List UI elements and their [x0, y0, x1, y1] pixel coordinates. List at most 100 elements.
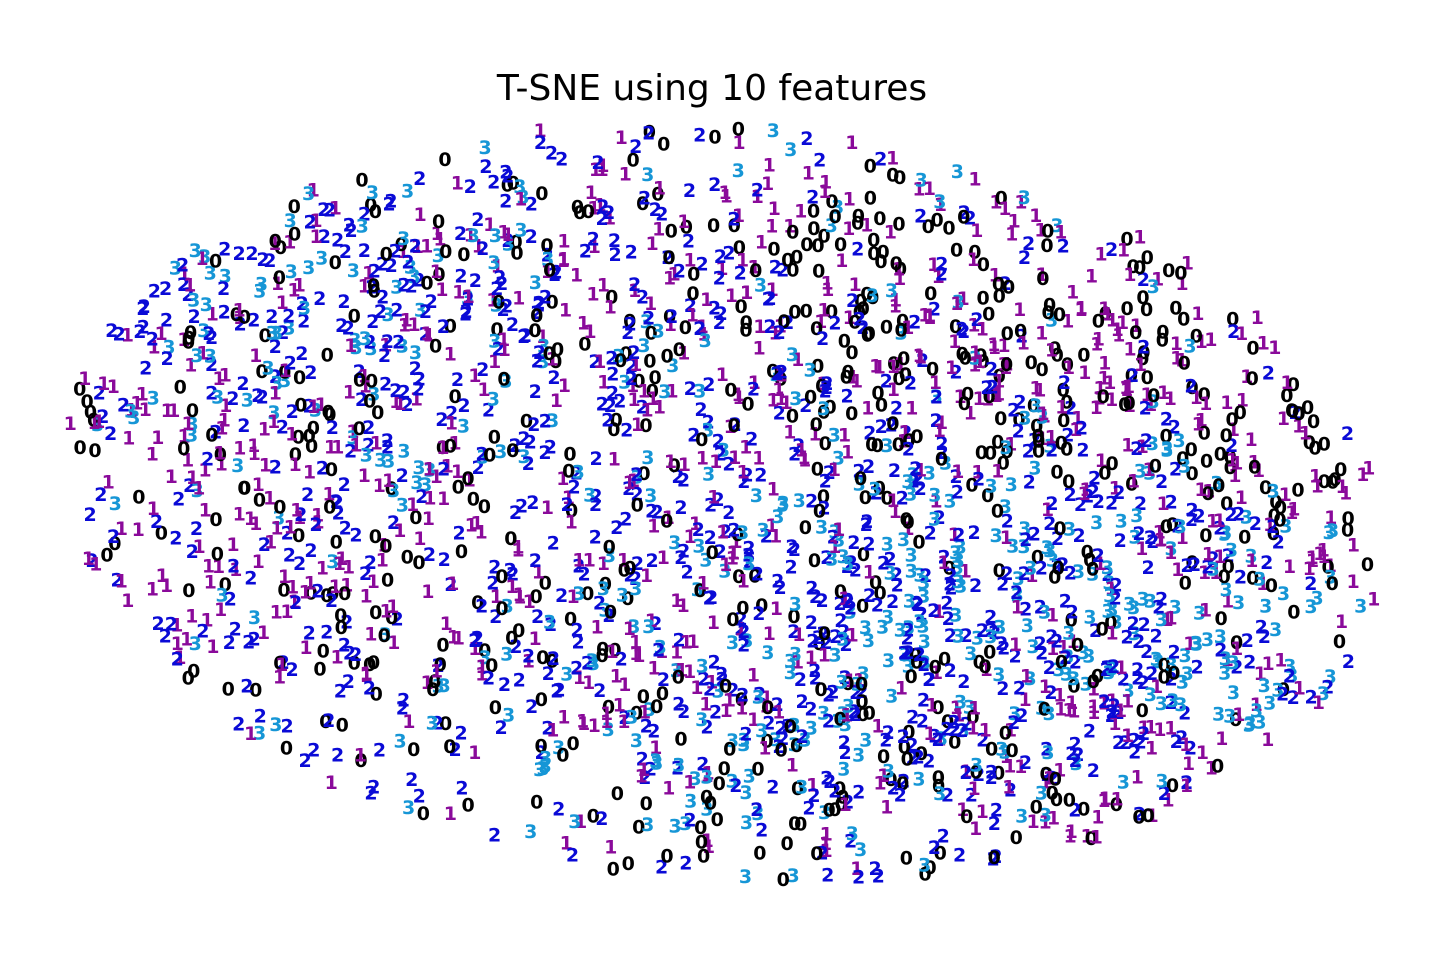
scatter-point-class-0: 0 [892, 368, 905, 390]
scatter-point-class-1: 1 [1257, 333, 1270, 355]
scatter-point-class-1: 1 [1367, 589, 1380, 611]
scatter-point-class-2: 2 [852, 782, 865, 804]
scatter-point-class-1: 1 [1190, 387, 1203, 409]
scatter-point-class-2: 2 [475, 595, 488, 617]
scatter-point-class-1: 1 [895, 678, 908, 700]
scatter-point-class-3: 3 [539, 747, 552, 769]
scatter-point-class-2: 2 [237, 415, 250, 437]
scatter-point-class-1: 1 [1192, 414, 1205, 436]
scatter-point-class-3: 3 [278, 370, 291, 392]
scatter-point-class-0: 0 [1065, 610, 1078, 632]
scatter-point-class-2: 2 [1007, 712, 1020, 734]
scatter-point-class-2: 2 [169, 528, 182, 550]
scatter-point-class-0: 0 [660, 846, 673, 868]
scatter-point-class-2: 2 [606, 382, 619, 404]
scatter-point-class-2: 2 [713, 312, 726, 334]
scatter-point-class-3: 3 [695, 709, 708, 731]
scatter-point-class-2: 2 [683, 180, 696, 202]
scatter-point-class-2: 2 [649, 613, 662, 635]
scatter-point-class-0: 0 [304, 582, 317, 604]
scatter-point-class-1: 1 [604, 296, 617, 318]
scatter-point-class-3: 3 [282, 318, 295, 340]
scatter-point-class-2: 2 [479, 156, 492, 178]
scatter-point-class-1: 1 [360, 665, 373, 687]
scatter-point-class-3: 3 [732, 160, 745, 182]
scatter-point-class-2: 2 [295, 343, 308, 365]
scatter-point-class-1: 1 [102, 472, 115, 494]
scatter-point-class-1: 1 [1097, 692, 1110, 714]
scatter-point-class-0: 0 [305, 436, 318, 458]
scatter-point-class-0: 0 [621, 588, 634, 610]
scatter-point-class-0: 0 [922, 216, 935, 238]
scatter-point-class-2: 2 [665, 306, 678, 328]
scatter-point-class-0: 0 [841, 361, 854, 383]
scatter-point-class-0: 0 [1174, 263, 1187, 285]
scatter-point-class-1: 1 [657, 547, 670, 569]
scatter-point-class-1: 1 [887, 379, 900, 401]
scatter-point-class-0: 0 [929, 657, 942, 679]
scatter-point-class-2: 2 [610, 517, 623, 539]
scatter-point-class-3: 3 [1174, 694, 1187, 716]
scatter-point-class-2: 2 [381, 430, 394, 452]
scatter-point-class-1: 1 [1054, 698, 1067, 720]
scatter-point-class-3: 3 [529, 272, 542, 294]
scatter-point-class-1: 1 [422, 508, 435, 530]
scatter-point-class-3: 3 [397, 441, 410, 463]
scatter-point-class-0: 0 [896, 310, 909, 332]
scatter-point-class-1: 1 [183, 274, 196, 296]
scatter-point-class-1: 1 [629, 632, 642, 654]
scatter-point-class-1: 1 [252, 474, 265, 496]
scatter-point-class-2: 2 [482, 667, 495, 689]
scatter-point-class-3: 3 [1253, 712, 1266, 734]
scatter-point-class-1: 1 [1110, 789, 1123, 811]
scatter-point-class-1: 1 [1157, 382, 1170, 404]
scatter-point-class-0: 0 [1055, 433, 1068, 455]
scatter-point-class-2: 2 [527, 414, 540, 436]
scatter-point-class-0: 0 [774, 739, 787, 761]
scatter-point-class-2: 2 [743, 551, 756, 573]
scatter-point-class-1: 1 [1101, 303, 1114, 325]
scatter-point-class-0: 0 [363, 391, 376, 413]
scatter-point-class-1: 1 [1346, 571, 1359, 593]
scatter-point-class-1: 1 [894, 354, 907, 376]
scatter-point-class-0: 0 [182, 580, 195, 602]
scatter-point-class-0: 0 [961, 384, 974, 406]
scatter-point-class-0: 0 [1198, 384, 1211, 406]
scatter-point-class-3: 3 [688, 768, 701, 790]
scatter-point-class-1: 1 [215, 418, 228, 440]
scatter-point-class-2: 2 [1140, 430, 1153, 452]
scatter-point-class-1: 1 [1303, 558, 1316, 580]
scatter-point-class-2: 2 [985, 620, 998, 642]
scatter-point-class-2: 2 [589, 448, 602, 470]
scatter-point-class-1: 1 [331, 436, 344, 458]
scatter-point-class-2: 2 [1023, 471, 1036, 493]
scatter-point-class-2: 2 [330, 491, 343, 513]
scatter-point-class-2: 2 [595, 208, 608, 230]
scatter-point-class-3: 3 [543, 611, 556, 633]
scatter-point-class-2: 2 [955, 319, 968, 341]
scatter-point-class-0: 0 [1333, 631, 1346, 653]
scatter-point-class-3: 3 [1026, 636, 1039, 658]
scatter-point-class-3: 3 [836, 703, 849, 725]
scatter-point-class-2: 2 [828, 312, 841, 334]
scatter-point-class-3: 3 [1181, 663, 1194, 685]
scatter-point-class-1: 1 [167, 400, 180, 422]
scatter-point-class-1: 1 [1034, 220, 1047, 242]
scatter-point-class-2: 2 [1283, 665, 1296, 687]
scatter-point-class-2: 2 [331, 744, 344, 766]
scatter-point-class-0: 0 [294, 395, 307, 417]
scatter-point-class-2: 2 [539, 410, 552, 432]
scatter-point-class-1: 1 [653, 178, 666, 200]
scatter-point-class-1: 1 [1036, 403, 1049, 425]
scatter-point-class-1: 1 [465, 514, 478, 536]
scatter-point-class-1: 1 [850, 371, 863, 393]
scatter-point-class-3: 3 [859, 730, 872, 752]
scatter-point-class-3: 3 [1250, 700, 1263, 722]
scatter-point-class-2: 2 [1083, 721, 1096, 743]
scatter-point-class-3: 3 [1277, 583, 1290, 605]
scatter-point-class-1: 1 [755, 232, 768, 254]
scatter-point-class-0: 0 [448, 386, 461, 408]
scatter-point-class-1: 1 [185, 606, 198, 628]
scatter-point-class-1: 1 [707, 487, 720, 509]
scatter-point-class-2: 2 [589, 494, 602, 516]
